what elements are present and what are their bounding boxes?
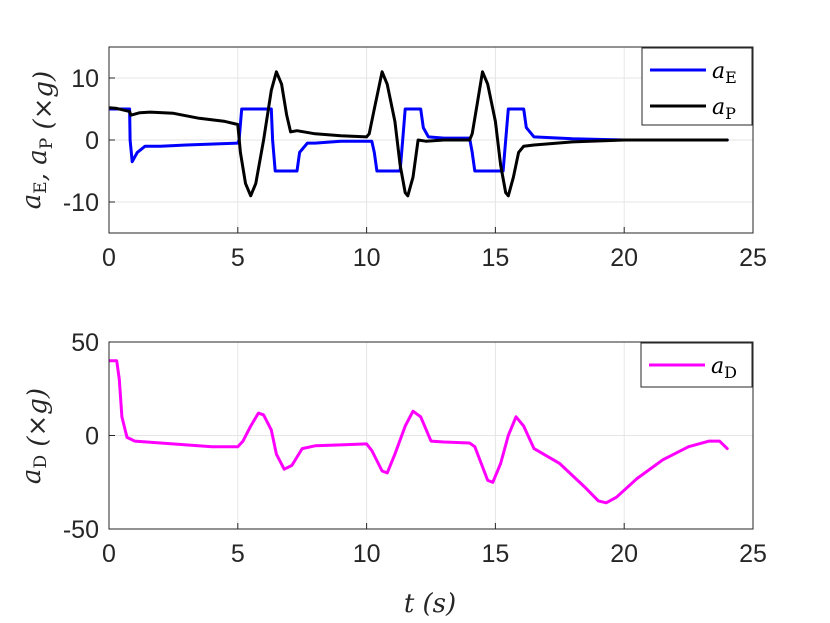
x-tick-label: 20: [610, 244, 638, 272]
y-tick-label: 0: [85, 127, 99, 155]
top-series-lines: [109, 70, 729, 198]
bottom-y-axis-label: aD (×g): [17, 388, 53, 484]
x-tick-label: 10: [353, 540, 381, 568]
top-legend: aE aP: [641, 47, 753, 126]
y-tick-label: 10: [71, 65, 99, 93]
x-tick-label: 25: [739, 540, 767, 568]
top-legend-box: [641, 47, 753, 126]
bottom-x-axis-label: t (s): [404, 589, 456, 619]
y-tick-label: -10: [63, 189, 99, 217]
series-line-ap: [109, 70, 729, 198]
legend-aD-label: aD: [711, 354, 737, 382]
y-tick-label: -50: [63, 516, 99, 544]
series-line-ae: [109, 107, 729, 173]
bottom-legend: aD: [640, 342, 753, 388]
x-tick-label: 20: [610, 540, 638, 568]
x-tick-label: 0: [102, 244, 116, 272]
series-line-ad: [109, 359, 729, 505]
x-tick-label: 25: [739, 244, 767, 272]
top-y-axis-label: aE, aP (×g): [17, 71, 59, 209]
x-tick-label: 15: [481, 540, 509, 568]
y-tick-label: 50: [71, 329, 99, 357]
x-tick-label: 0: [102, 540, 116, 568]
x-tick-label: 10: [353, 244, 381, 272]
x-tick-label: 15: [481, 244, 509, 272]
x-tick-label: 5: [231, 540, 245, 568]
x-tick-label: 5: [231, 244, 245, 272]
y-tick-label: 0: [85, 423, 99, 451]
bottom-series-lines: [109, 359, 729, 505]
